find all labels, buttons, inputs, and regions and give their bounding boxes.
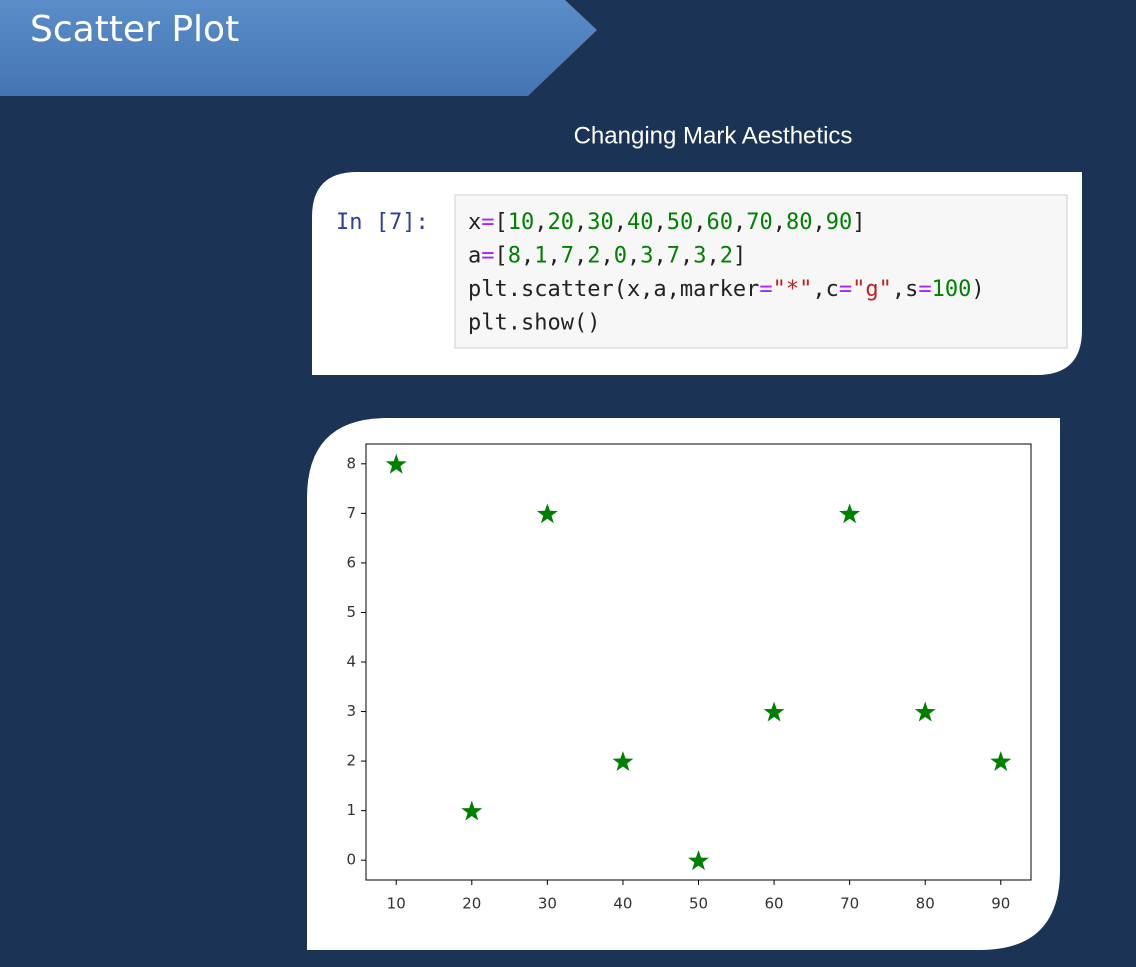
y-tick-label: 3 bbox=[346, 702, 356, 720]
y-tick-label: 7 bbox=[346, 504, 356, 522]
point bbox=[839, 503, 861, 524]
x-tick-label: 80 bbox=[916, 895, 935, 913]
x-tick-label: 50 bbox=[689, 895, 708, 913]
point bbox=[914, 701, 936, 722]
x-tick-label: 40 bbox=[613, 895, 632, 913]
point bbox=[612, 751, 634, 771]
point bbox=[461, 800, 483, 821]
y-tick-label: 4 bbox=[346, 653, 356, 671]
point bbox=[990, 751, 1012, 771]
y-tick-label: 6 bbox=[346, 553, 356, 571]
point bbox=[385, 453, 407, 474]
y-tick-label: 0 bbox=[346, 851, 356, 869]
point bbox=[763, 701, 785, 722]
point bbox=[536, 503, 558, 524]
code-cell bbox=[454, 194, 1068, 349]
x-tick-label: 70 bbox=[840, 895, 859, 913]
point bbox=[688, 850, 709, 871]
header-banner bbox=[0, 0, 597, 96]
y-tick-label: 8 bbox=[346, 454, 356, 472]
y-tick-label: 1 bbox=[346, 801, 356, 819]
slide-title: Scatter Plot bbox=[30, 9, 239, 50]
code-line: x=[10,20,30,40,50,60,70,80,90] bbox=[468, 210, 866, 235]
x-tick-label: 20 bbox=[462, 895, 481, 913]
x-tick-label: 60 bbox=[765, 895, 784, 913]
subtitle: Changing Mark Aesthetics bbox=[574, 122, 853, 149]
code-prompt: In [7]: bbox=[336, 210, 429, 235]
x-tick-label: 90 bbox=[991, 895, 1010, 913]
code-line: a=[8,1,7,2,0,3,7,3,2] bbox=[468, 244, 746, 269]
y-tick-label: 5 bbox=[346, 603, 356, 621]
y-tick-label: 2 bbox=[346, 752, 356, 770]
chart-card bbox=[307, 418, 1060, 950]
x-tick-label: 10 bbox=[387, 895, 406, 913]
code-line: plt.show() bbox=[468, 311, 600, 336]
x-tick-label: 30 bbox=[538, 895, 557, 913]
code-line: plt.scatter(x,a,marker="*",c="g",s=100) bbox=[468, 277, 985, 302]
